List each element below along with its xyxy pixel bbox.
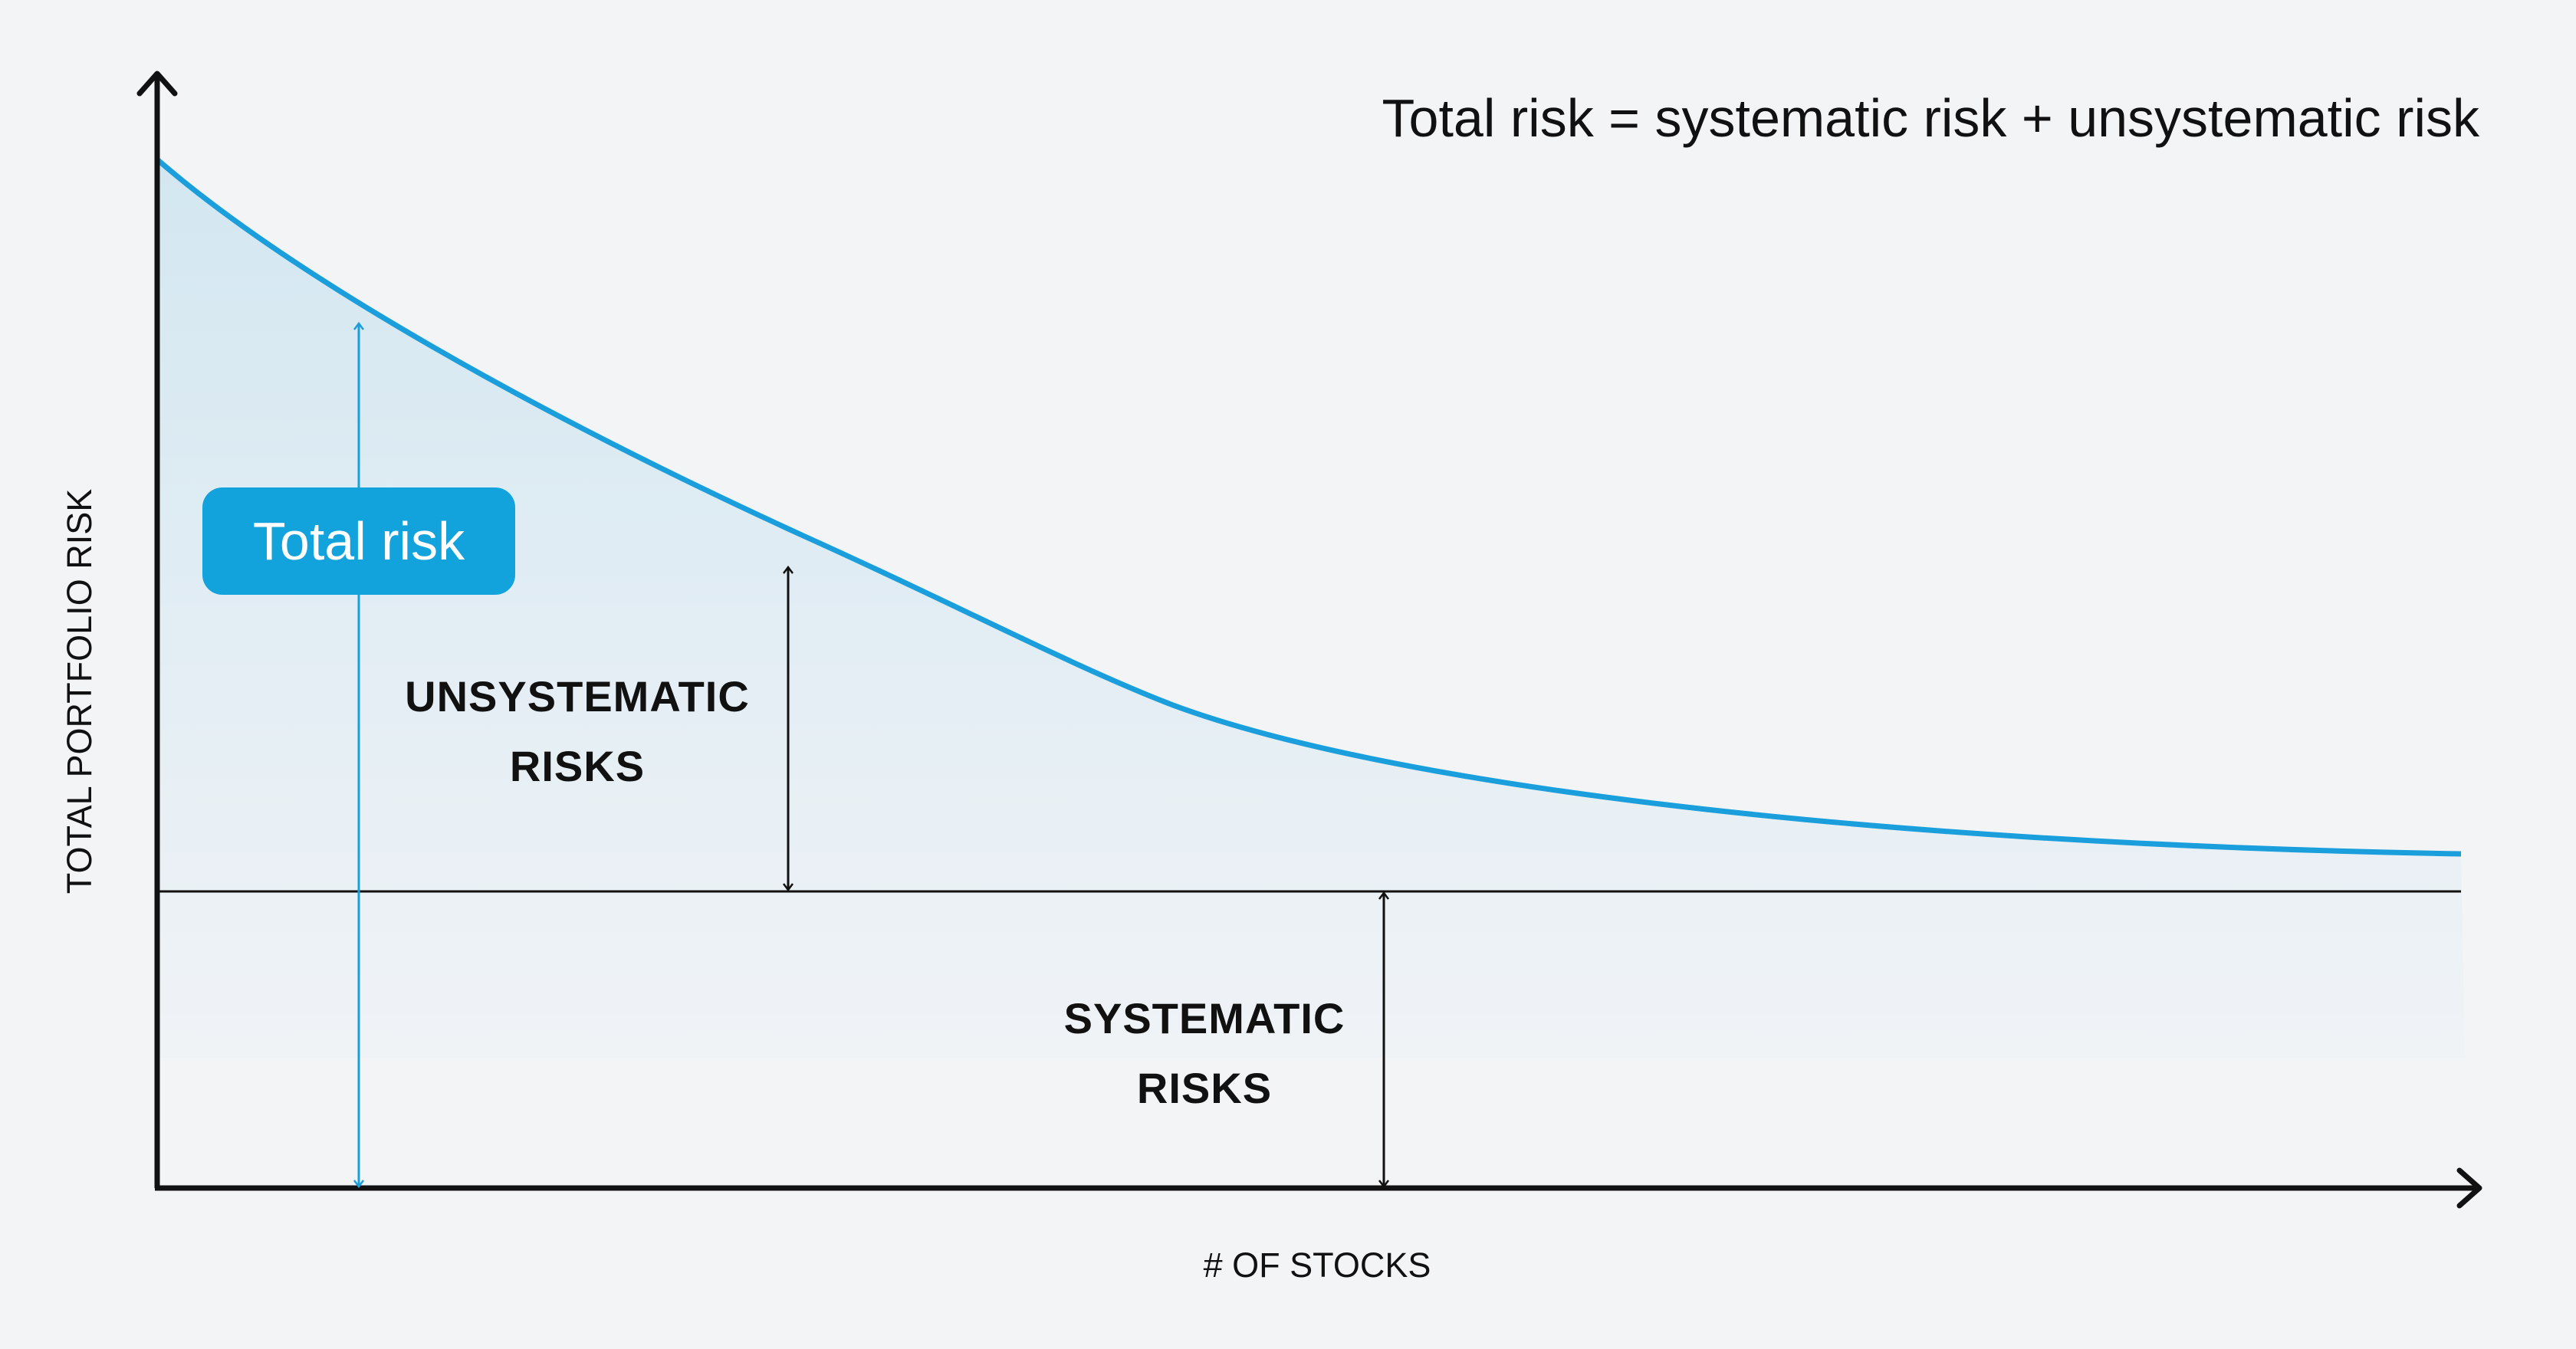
- formula-text: Total risk = systematic risk + unsystema…: [1382, 88, 2480, 148]
- systematic-risks-label-line-1: SYSTEMATIC: [1064, 994, 1346, 1042]
- x-axis-label: # OF STOCKS: [1204, 1246, 1431, 1285]
- total-risk-curve: [155, 157, 2462, 857]
- total-risk-badge: Total risk: [202, 487, 515, 595]
- y-axis-label: TOTAL PORTFOLIO RISK: [60, 489, 99, 894]
- unsystematic-risks-label-line-1: UNSYSTEMATIC: [405, 672, 750, 720]
- systematic-risks-label-line-2: RISKS: [1137, 1064, 1272, 1112]
- unsystematic-risks-label-line-2: RISKS: [510, 742, 645, 790]
- x-axis-arrowhead: [2456, 1167, 2482, 1209]
- risk-area-fill: [157, 159, 2465, 1058]
- y-axis-arrowhead: [136, 71, 178, 97]
